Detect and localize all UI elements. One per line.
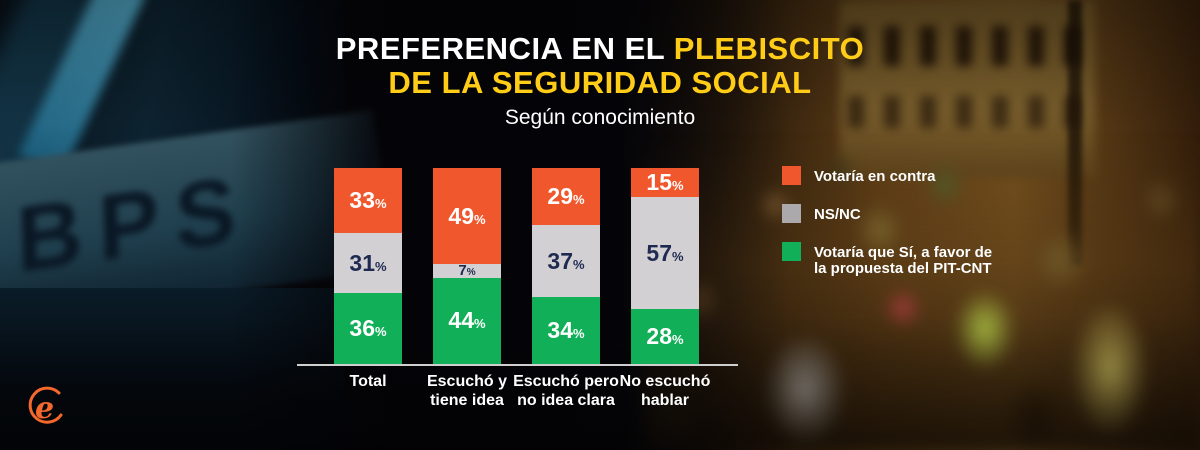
legend-swatch bbox=[782, 166, 801, 185]
title-line-1: PREFERENCIA EN EL PLEBISCITO bbox=[0, 32, 1200, 66]
e-logo-icon: e bbox=[28, 386, 63, 426]
chart-subtitle: Según conocimiento bbox=[504, 106, 696, 129]
legend-swatch bbox=[782, 242, 801, 261]
segment-value: 29% bbox=[547, 182, 585, 209]
bar-segment: 28% bbox=[631, 309, 699, 364]
title-block: PREFERENCIA EN EL PLEBISCITO DE LA SEGUR… bbox=[0, 32, 1200, 130]
segment-value: 15% bbox=[646, 169, 684, 196]
segment-value: 28% bbox=[646, 323, 684, 350]
bar-segment: 34% bbox=[532, 297, 600, 364]
legend-item: Votaría que Sí, a favor de la propuesta d… bbox=[782, 242, 992, 277]
legend-item: NS/NC bbox=[782, 204, 992, 223]
legend-label: Votaría en contra bbox=[814, 168, 936, 185]
segment-value: 34% bbox=[547, 317, 585, 344]
stacked-bar: 29% 37% 34% bbox=[532, 168, 600, 364]
segment-value: 31% bbox=[349, 249, 387, 276]
bar-segment: 44% bbox=[433, 277, 501, 364]
segment-value: 37% bbox=[547, 247, 585, 274]
bar-segment: 7% bbox=[433, 262, 501, 280]
segment-value: 44% bbox=[448, 307, 486, 334]
title-yellow-part: PLEBISCITO bbox=[673, 31, 865, 66]
segment-value: 7% bbox=[458, 262, 476, 280]
observador-e-logo: e bbox=[22, 384, 68, 432]
bar-segment: 57% bbox=[631, 197, 699, 310]
stacked-bar: 33% 31% 36% bbox=[334, 168, 402, 364]
bar-segment: 15% bbox=[631, 168, 699, 198]
legend-label: NS/NC bbox=[814, 206, 861, 223]
building-windows-row bbox=[848, 26, 1087, 66]
title-line-2: DE LA SEGURIDAD SOCIAL bbox=[388, 65, 812, 100]
segment-value: 57% bbox=[646, 239, 684, 266]
stacked-bar: 15% 57% 28% bbox=[631, 168, 699, 364]
stacked-bar: 49% 7% 44% bbox=[433, 168, 501, 364]
bar-segment: 36% bbox=[334, 293, 402, 364]
legend-label: Votaría que Sí, a favor de la propuesta d… bbox=[814, 244, 993, 277]
bar-segment: 31% bbox=[334, 232, 402, 294]
category-label: Escuchó y tiene idea bbox=[426, 373, 508, 409]
legend-swatch bbox=[782, 204, 801, 223]
bar-segment: 37% bbox=[532, 224, 600, 298]
svg-text:e: e bbox=[35, 391, 54, 426]
bar-segment: 49% bbox=[433, 168, 501, 265]
bar-segment: 29% bbox=[532, 168, 600, 225]
category-label: Escuchó pero no idea clara bbox=[513, 373, 619, 409]
category-label: No escuchó hablar bbox=[619, 373, 711, 409]
x-axis-baseline bbox=[297, 364, 738, 366]
category-label: Total bbox=[349, 373, 387, 390]
segment-value: 33% bbox=[349, 186, 387, 213]
legend-item: Votaría en contra bbox=[782, 166, 992, 185]
legend: Votaría en contra NS/NC Votaría que Sí, a … bbox=[782, 166, 992, 296]
title-white-part: PREFERENCIA EN EL bbox=[335, 31, 665, 66]
segment-value: 36% bbox=[349, 315, 387, 342]
building-windows-row bbox=[848, 96, 1087, 128]
segment-value: 49% bbox=[448, 202, 486, 229]
bar-segment: 33% bbox=[334, 168, 402, 233]
